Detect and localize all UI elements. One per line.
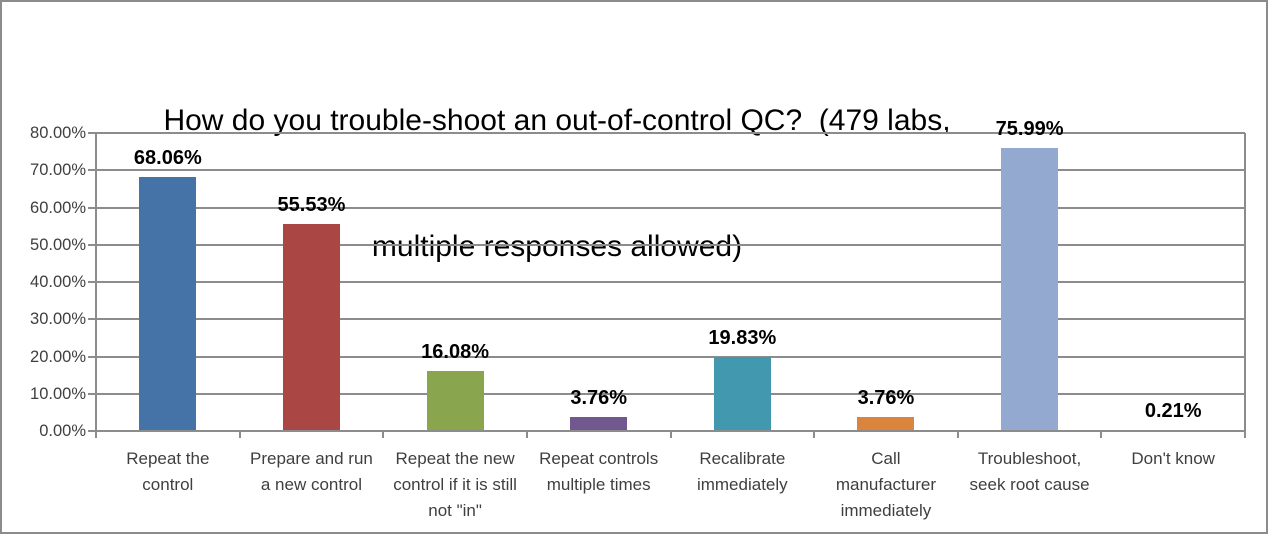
chart-title: How do you trouble-shoot an out-of-contr…: [2, 16, 1112, 352]
gridline: [96, 243, 1245, 246]
bar: [426, 371, 484, 431]
x-axis-tick: [95, 431, 97, 438]
x-axis-tick: [525, 431, 528, 438]
bar: [1001, 148, 1059, 431]
bar: [139, 177, 197, 431]
y-axis-tick-label: 0.00%: [39, 422, 86, 440]
y-axis-tick: [88, 392, 96, 395]
y-axis-line: [95, 133, 97, 431]
bar: [713, 357, 771, 431]
bar-value-label: 16.08%: [421, 341, 489, 363]
x-axis-line: [96, 430, 1245, 432]
y-axis-tick: [88, 430, 96, 432]
x-axis-category-label: Don't know: [1131, 449, 1215, 468]
y-axis-tick-label: 40.00%: [30, 273, 86, 291]
x-axis-tick: [238, 431, 241, 438]
gridline: [96, 206, 1245, 209]
x-axis-tick: [813, 431, 816, 438]
x-axis-category-label: Repeat controls multiple times: [539, 449, 659, 494]
y-axis-tick: [88, 355, 96, 358]
bar: [282, 224, 340, 431]
x-axis-category-label: Recalibrate immediately: [696, 449, 788, 494]
gridline: [96, 132, 1245, 134]
y-axis-tick-label: 70.00%: [30, 161, 86, 180]
y-axis-tick: [88, 318, 96, 321]
bar-value-label: 19.83%: [708, 327, 777, 349]
bar-value-label: 3.76%: [857, 387, 915, 409]
x-axis-tick: [382, 431, 385, 438]
x-axis-category-label: Troubleshoot, seek root cause: [969, 449, 1090, 494]
bar: [570, 417, 628, 431]
bar: [857, 417, 915, 431]
gridline: [96, 281, 1245, 283]
y-axis-tick: [88, 206, 96, 209]
y-axis-tick: [88, 169, 96, 172]
chart-title-line-2: multiple responses allowed): [371, 230, 743, 263]
bar-value-label: 3.76%: [570, 387, 628, 409]
y-axis-tick-label: 60.00%: [30, 198, 86, 217]
y-axis-tick: [88, 281, 96, 283]
chart-title-line-1: How do you trouble-shoot an out-of-contr…: [163, 104, 951, 137]
x-axis-category-label: Call manufacturer immediately: [835, 449, 937, 520]
gridline: [96, 318, 1245, 321]
plot-right-border: [1244, 133, 1246, 431]
y-axis-tick: [88, 243, 96, 246]
y-axis-tick: [88, 132, 96, 134]
gridline: [96, 392, 1245, 395]
bar-value-label: 0.21%: [1144, 400, 1202, 422]
x-axis-tick: [669, 431, 672, 438]
x-axis-tick: [1244, 431, 1246, 438]
x-axis-category-label: Repeat the new control if it is still no…: [393, 449, 517, 520]
bar-value-label: 55.53%: [277, 194, 346, 216]
y-axis-tick-label: 80.00%: [30, 124, 86, 142]
bar-value-label: 75.99%: [995, 118, 1064, 140]
x-axis-category-label: Repeat the control: [126, 449, 210, 494]
x-axis-tick: [956, 431, 959, 438]
x-axis-tick: [1100, 431, 1103, 438]
gridline: [96, 169, 1245, 172]
y-axis-tick-label: 10.00%: [30, 384, 86, 403]
gridline: [96, 355, 1245, 358]
y-axis-tick-label: 50.00%: [30, 235, 86, 254]
bar-value-label: 68.06%: [133, 147, 202, 169]
y-axis-tick-label: 30.00%: [30, 310, 86, 329]
y-axis-tick-label: 20.00%: [30, 347, 86, 366]
x-axis-category-label: Prepare and run a new control: [250, 449, 373, 494]
